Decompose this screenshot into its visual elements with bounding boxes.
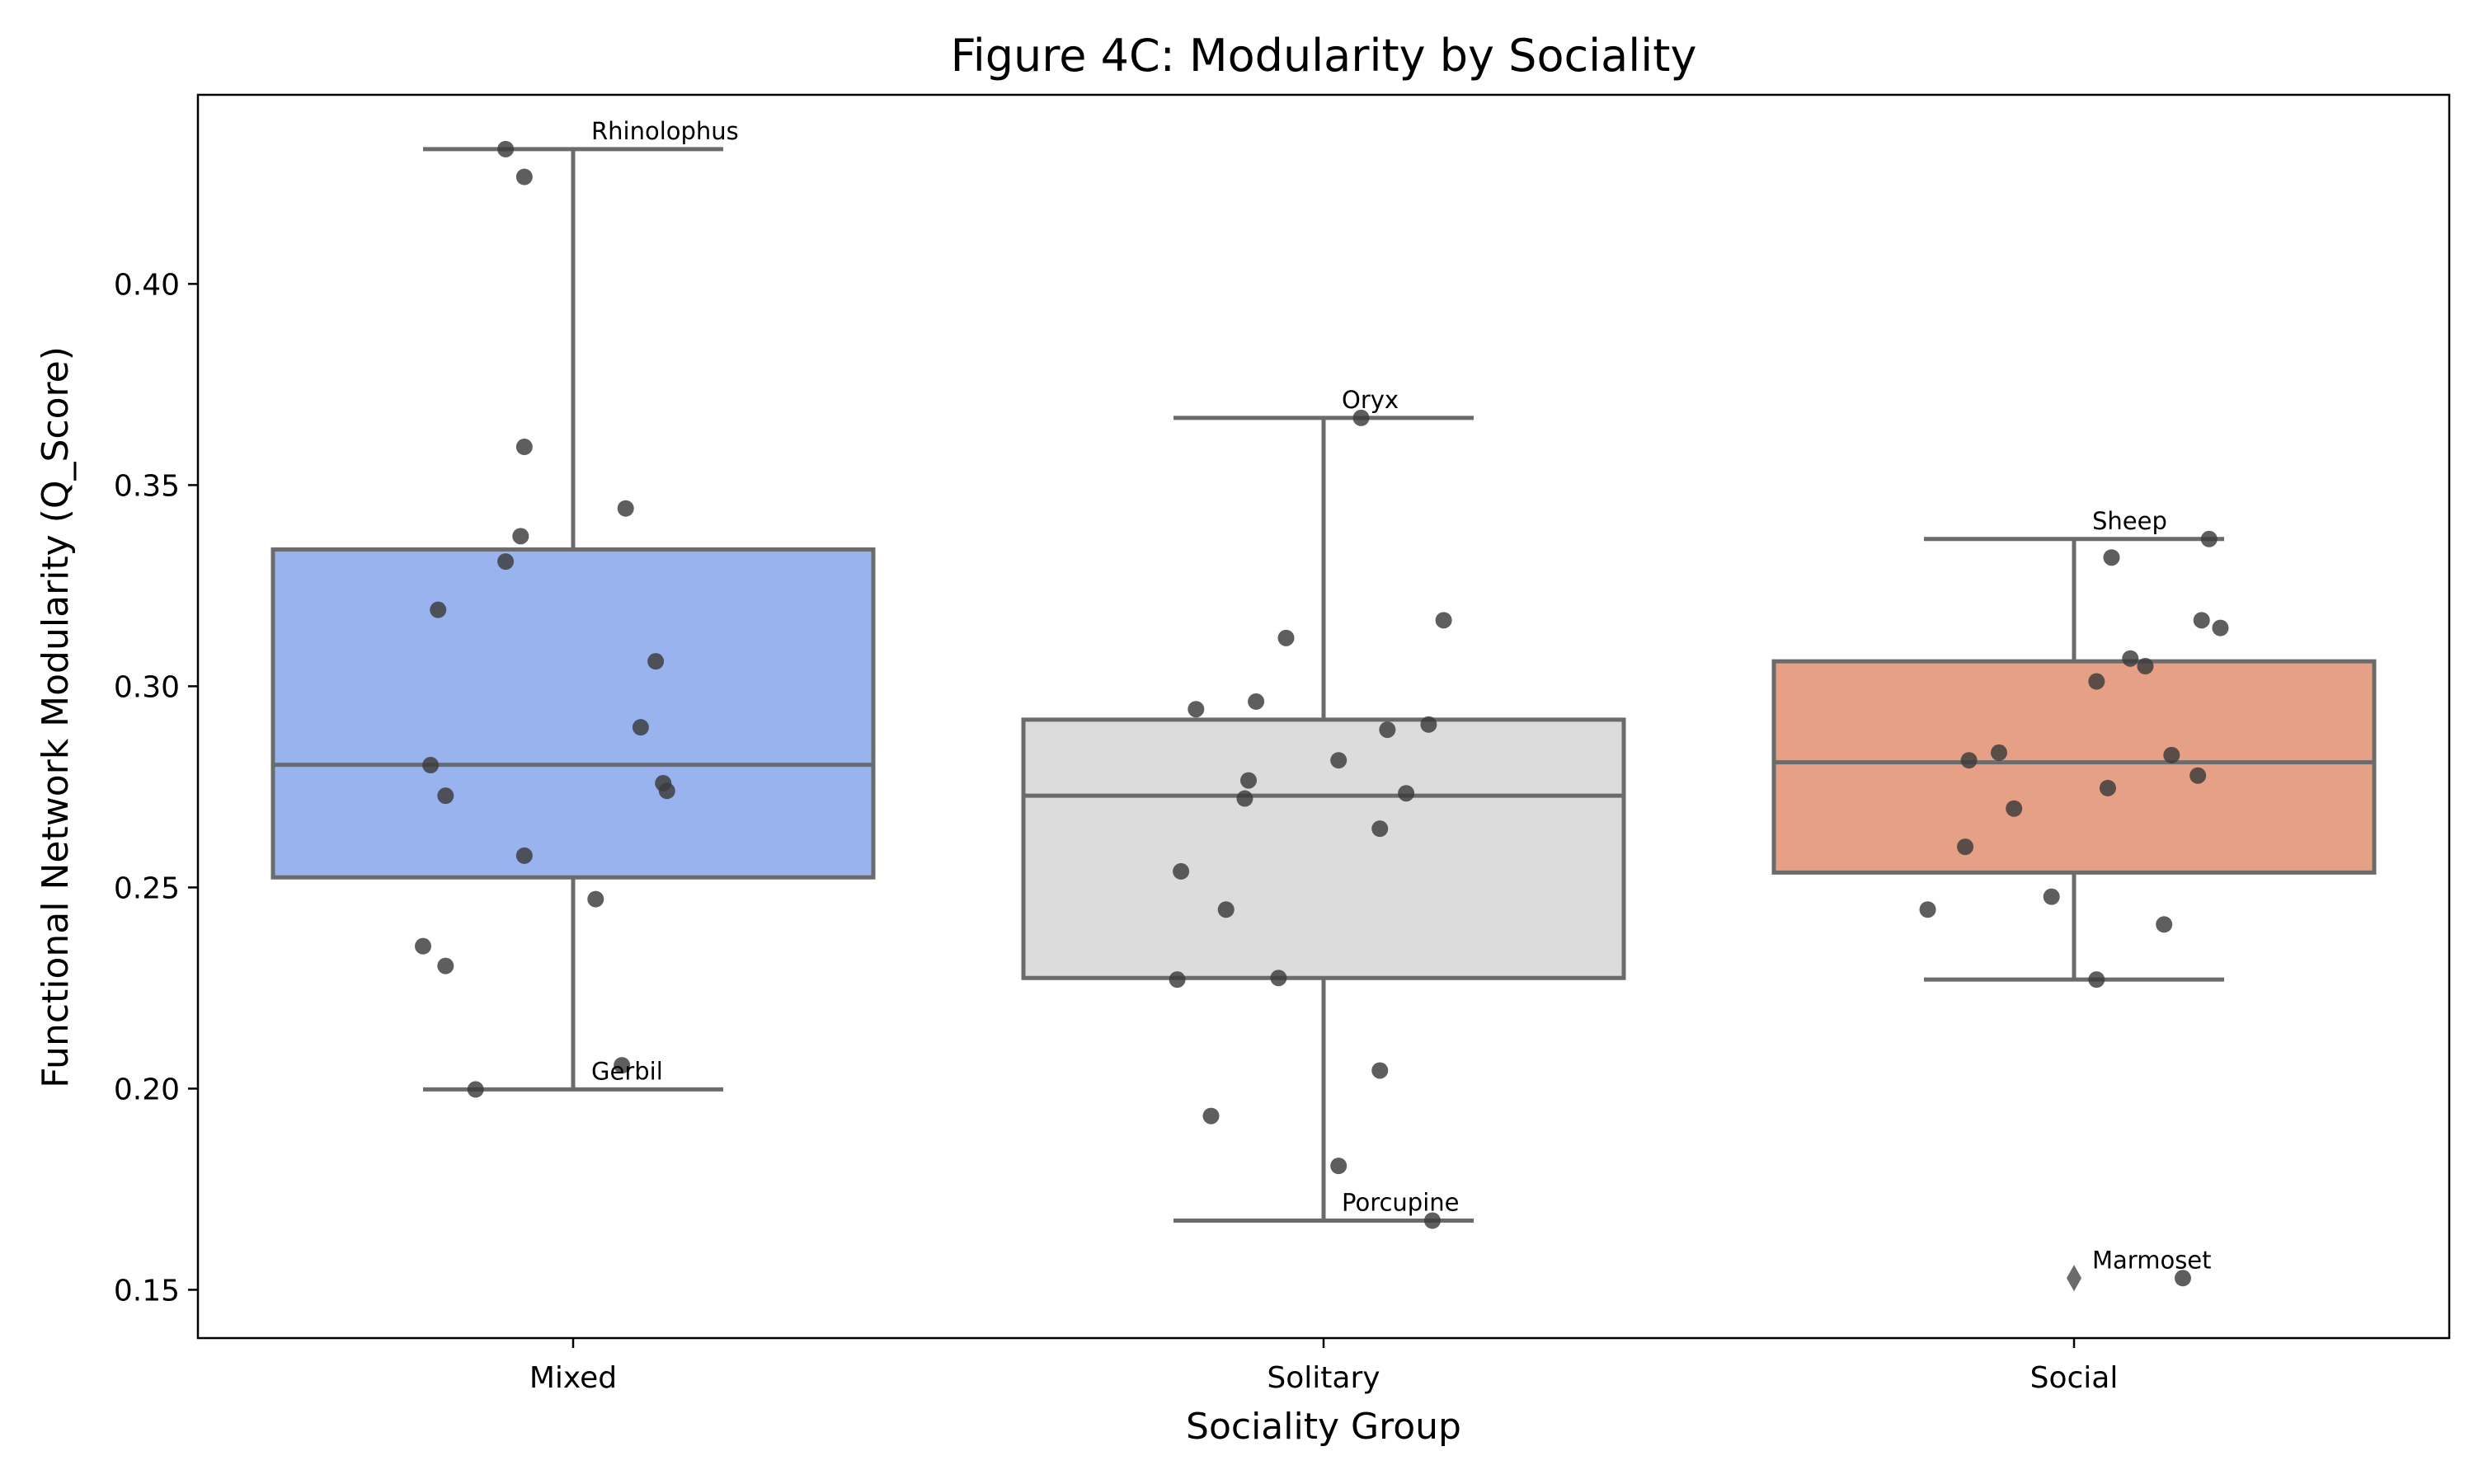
data-point (467, 1081, 484, 1098)
data-point (2156, 916, 2173, 933)
data-point (437, 787, 454, 805)
annotation-label: Sheep (2092, 507, 2167, 535)
data-point (1217, 901, 1235, 918)
data-point (1236, 790, 1253, 807)
data-point (1277, 629, 1295, 646)
data-point (1398, 785, 1415, 802)
data-point (1371, 820, 1389, 838)
x-tick-label-mixed: Mixed (529, 1361, 617, 1395)
data-point (1270, 970, 1287, 987)
data-point (658, 782, 675, 800)
box-mixed (270, 547, 876, 880)
data-point (1352, 409, 1370, 426)
x-axis-label: Sociality Group (1186, 1406, 1461, 1448)
data-point (2193, 612, 2210, 629)
y-tick-label: 0.20 (114, 1073, 180, 1106)
y-axis-label: Functional Network Modularity (Q_Score) (35, 346, 77, 1088)
annotation-label: Porcupine (1342, 1188, 1460, 1216)
data-point (2006, 800, 2023, 817)
y-tick-label: 0.40 (114, 268, 180, 302)
annotation-label: Oryx (1342, 386, 1399, 414)
x-tick-label-social: Social (2030, 1361, 2119, 1395)
x-tick-label-solitary: Solitary (1267, 1361, 1380, 1395)
y-tick-label: 0.15 (114, 1274, 180, 1308)
box-solitary (1021, 717, 1626, 980)
data-point (1420, 716, 1437, 733)
data-point (1371, 1062, 1389, 1079)
data-point (2122, 650, 2139, 667)
data-point (515, 168, 533, 186)
data-point (2212, 619, 2229, 636)
annotation-label: Marmoset (2092, 1246, 2212, 1274)
chart-title: Figure 4C: Modularity by Sociality (951, 30, 1697, 82)
data-point (515, 847, 533, 864)
data-point (1423, 1212, 1441, 1229)
annotation-label: Gerbil (591, 1057, 663, 1085)
data-point (1960, 752, 1978, 769)
data-point (515, 439, 533, 456)
outlier-marker-social (2067, 1265, 2081, 1292)
data-point (1957, 838, 1974, 856)
data-point (1330, 752, 1348, 769)
data-point (1330, 1158, 1348, 1175)
data-point (1919, 901, 1936, 918)
data-point (415, 937, 431, 955)
data-point (2088, 673, 2105, 690)
annotation-label: Rhinolophus (591, 117, 739, 145)
data-point (2137, 657, 2154, 674)
data-point (1248, 693, 1265, 710)
data-point (2088, 971, 2105, 989)
data-point (437, 957, 454, 974)
data-point (2103, 549, 2120, 566)
data-point (2163, 746, 2180, 763)
data-point (2099, 779, 2116, 796)
plot-area: Rhinolophus Gerbil Oryx Porcupine Sheep Marmo… (270, 117, 2377, 1292)
data-point (1173, 862, 1190, 880)
axes: 0.15 0.20 0.25 0.30 0.35 0.40 Mixed Solitary Soc… (114, 93, 2451, 1395)
data-point (1188, 701, 1205, 718)
data-point (1169, 971, 1186, 989)
data-point (587, 890, 604, 908)
y-tick-label: 0.30 (114, 670, 180, 704)
data-point (512, 528, 529, 545)
data-point (497, 553, 515, 571)
data-point (2189, 767, 2207, 784)
data-point (647, 653, 665, 670)
data-point (422, 757, 440, 774)
data-point (614, 1057, 631, 1074)
y-tick-label: 0.25 (114, 871, 180, 905)
data-point (632, 719, 649, 736)
data-point (1435, 612, 1452, 629)
data-point (2200, 530, 2218, 547)
data-point (430, 601, 447, 618)
data-point (1379, 721, 1396, 739)
y-tick-label: 0.35 (114, 469, 180, 503)
data-point (2174, 1270, 2191, 1287)
data-point (617, 500, 634, 517)
data-point (1240, 772, 1257, 789)
data-point (2043, 888, 2060, 905)
data-point (1991, 744, 2007, 761)
data-point (497, 140, 515, 157)
box-social (1771, 659, 2377, 875)
data-point (1202, 1107, 1220, 1125)
